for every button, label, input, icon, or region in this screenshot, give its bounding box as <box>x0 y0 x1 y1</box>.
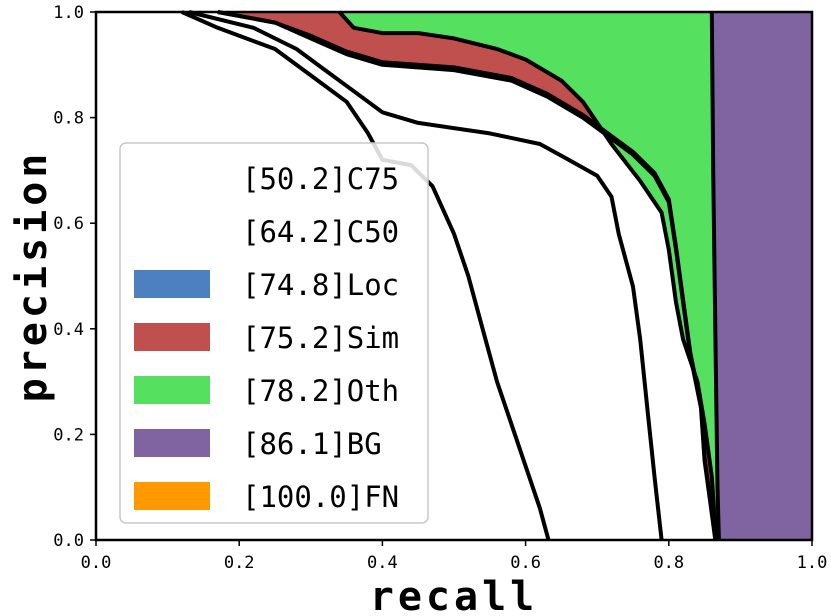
y-tick-label: 1.0 <box>53 3 84 23</box>
x-tick-label: 0.8 <box>653 553 684 573</box>
y-axis-title: precision <box>10 150 56 403</box>
curve-layer <box>181 10 721 541</box>
y-tick-label: 0.4 <box>53 320 84 340</box>
legend-swatch-loc <box>134 270 210 298</box>
axis-ticks: 0.0 0.2 0.4 0.6 0.8 1.0 0.0 0.2 0.4 0.6 0.8 1.0 <box>53 3 827 573</box>
x-tick-label: 0.4 <box>367 553 398 573</box>
oth-curve <box>337 10 719 541</box>
bg-area <box>711 12 812 540</box>
bg-curve <box>709 11 721 541</box>
legend-label-oth: [78.2]Oth <box>242 374 399 408</box>
x-tick-label: 0.6 <box>510 553 541 573</box>
legend-label-fn: [100.0]FN <box>242 480 399 514</box>
oth-area <box>339 12 812 540</box>
x-tick-label: 0.2 <box>224 553 255 573</box>
y-tick-label: 0.2 <box>53 425 84 445</box>
legend-swatch-oth <box>134 376 210 404</box>
legend-swatch-c50 <box>134 217 210 245</box>
legend-label-loc: [74.8]Loc <box>242 268 399 302</box>
legend-swatch-fn <box>134 482 210 510</box>
area-layer <box>181 12 813 540</box>
legend-swatch-c75 <box>134 164 210 192</box>
c75-curve <box>181 10 551 541</box>
legend-swatch-bg <box>134 429 210 457</box>
legend-label-sim: [75.2]Sim <box>242 321 399 355</box>
legend-label-c75: [50.2]C75 <box>242 162 399 196</box>
y-tick-label: 0.8 <box>53 109 84 129</box>
legend-label-c50: [64.2]C50 <box>242 215 399 249</box>
x-tick-label: 0.0 <box>81 553 112 573</box>
legend-label-bg: [86.1]BG <box>242 427 382 461</box>
x-axis-title: recall <box>370 574 539 616</box>
legend-swatch-sim <box>134 323 210 351</box>
y-tick-label: 0.6 <box>53 214 84 234</box>
plot-frame <box>94 10 814 542</box>
y-tick-label: 0.0 <box>53 531 84 551</box>
x-tick-label: 1.0 <box>797 553 828 573</box>
legend: [50.2]C75 [64.2]C50 [74.8]Loc [75.2]Sim [78.… <box>119 142 429 524</box>
c50-curve <box>188 10 664 541</box>
